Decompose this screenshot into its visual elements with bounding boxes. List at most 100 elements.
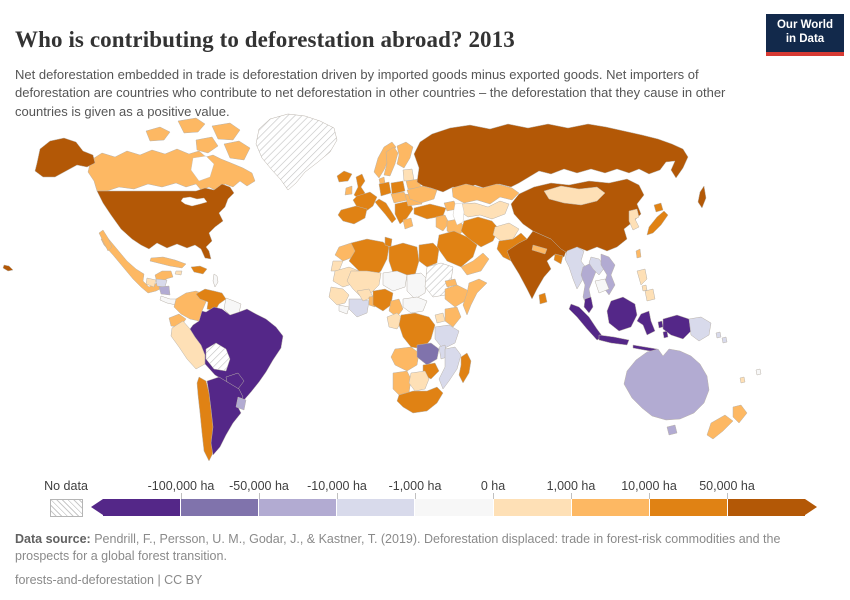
country-central-europe[interactable]: Central Europe (390, 191, 409, 204)
country-nz-north[interactable]: New Zealand (732, 404, 748, 424)
country-png[interactable]: Papua New Guinea (688, 316, 712, 342)
country-sierra-leone-liberia[interactable]: Sierra Leone & Liberia (338, 304, 350, 315)
country-sweden[interactable]: Sweden (383, 146, 399, 177)
country-uk[interactable]: United Kingdom (353, 173, 366, 200)
legend-bin-8[interactable] (727, 499, 805, 516)
legend-bin-4[interactable] (415, 499, 494, 516)
country-moluccas-2[interactable]: Indonesia (662, 330, 669, 339)
country-russia[interactable]: Russia (413, 123, 689, 193)
legend-bin-3[interactable] (337, 499, 416, 516)
country-philippines-luzon[interactable]: Philippines (636, 268, 648, 286)
country-arctic-2[interactable]: Canada (177, 117, 206, 134)
country-west-papua[interactable]: Indonesia (Papua) (662, 314, 692, 340)
country-ivory-coast-ghana[interactable]: Côte d'Ivoire & Ghana (348, 298, 370, 318)
country-kazakhstan[interactable]: Kazakhstan (451, 183, 520, 205)
country-lesser-antilles[interactable]: Lesser Antilles (212, 273, 219, 288)
country-iceland[interactable]: Iceland (336, 170, 353, 183)
country-botswana[interactable]: Botswana (408, 370, 430, 392)
country-philippines-visayas[interactable]: Philippines (641, 284, 648, 292)
country-iberia[interactable]: Spain & Portugal (337, 205, 368, 225)
legend-no-data-swatch[interactable] (50, 499, 83, 517)
country-arctic-5[interactable]: Canada (223, 140, 251, 161)
country-hispaniola[interactable]: Dominican Republic & Haiti (190, 265, 208, 275)
country-madagascar[interactable]: Madagascar (458, 352, 472, 384)
country-car[interactable]: Central African Republic (402, 296, 428, 314)
country-cameroon[interactable]: Cameroon (388, 298, 404, 318)
country-algeria[interactable]: Algeria (348, 238, 390, 280)
owid-logo[interactable]: Our World in Data (766, 14, 844, 56)
country-pacific-1[interactable]: Vanuatu (739, 376, 746, 384)
country-japan-hokkaido[interactable]: Japan (653, 202, 664, 213)
license-line[interactable]: forests-and-deforestation | CC BY (15, 572, 203, 587)
legend-bin-7[interactable] (649, 499, 728, 516)
country-australia[interactable]: Australia (623, 348, 710, 421)
country-guatemala[interactable]: Guatemala (145, 277, 157, 288)
legend-bin-0[interactable] (103, 499, 182, 516)
country-nz-south[interactable]: New Zealand (706, 414, 734, 440)
country-sakhalin[interactable]: Russia (697, 185, 707, 209)
country-chad[interactable]: Chad (406, 272, 428, 300)
country-poland[interactable]: Poland (390, 180, 406, 195)
country-pacific-2[interactable]: Fiji (755, 368, 762, 376)
country-zambia[interactable]: Zambia (416, 342, 440, 366)
country-greenland[interactable]: Greenland (255, 113, 338, 191)
country-yemen-oman[interactable]: Yemen & Oman (460, 252, 490, 276)
country-bolivia[interactable]: Bolivia (205, 342, 231, 372)
country-venezuela[interactable]: Venezuela (195, 288, 227, 312)
country-argentina[interactable]: Argentina (206, 376, 244, 456)
country-germany[interactable]: Germany (378, 181, 392, 197)
country-honduras[interactable]: Honduras (155, 278, 168, 288)
country-saudi-arabia[interactable]: Saudi Arabia (436, 230, 478, 268)
country-malay-peninsula[interactable]: Malaysia (583, 296, 594, 314)
legend-bin-1[interactable] (181, 499, 260, 516)
legend-bin-2[interactable] (259, 499, 338, 516)
country-uruguay[interactable]: Uruguay (235, 396, 247, 411)
country-solomon-2[interactable]: Solomon Islands (721, 336, 728, 344)
country-baltics[interactable]: Baltic states (402, 168, 415, 182)
country-korea[interactable]: North & South Korea (628, 208, 640, 231)
country-italy[interactable]: Italy (374, 198, 397, 224)
country-levant[interactable]: Syria & Levant (435, 214, 450, 232)
country-laos[interactable]: Laos (588, 256, 606, 276)
country-java[interactable]: Indonesia (598, 334, 630, 346)
country-nicaragua[interactable]: Nicaragua (158, 285, 171, 296)
country-mozambique[interactable]: Mozambique (438, 346, 462, 390)
country-bangladesh[interactable]: Bangladesh (553, 253, 564, 265)
country-canada[interactable]: Canada (87, 148, 256, 192)
country-tasmania[interactable]: Australia (666, 424, 678, 436)
country-sulawesi[interactable]: Indonesia (636, 310, 656, 336)
country-greece[interactable]: Greece (402, 217, 414, 230)
country-angola[interactable]: Angola (390, 346, 420, 372)
country-taiwan[interactable]: Taiwan (635, 248, 642, 259)
country-arctic-3[interactable]: Canada (211, 122, 241, 141)
country-arctic-4[interactable]: Canada (195, 136, 219, 154)
country-uganda[interactable]: Uganda (434, 312, 446, 324)
country-cuba[interactable]: Cuba (149, 256, 187, 269)
country-cambodia[interactable]: Cambodia (594, 278, 610, 294)
legend-bin-5[interactable] (493, 499, 572, 516)
country-sri-lanka[interactable]: Sri Lanka (538, 292, 548, 305)
country-finland[interactable]: Finland (396, 141, 414, 169)
country-tanzania[interactable]: Tanzania (434, 324, 460, 350)
country-central-asia[interactable]: Central Asia (458, 200, 510, 220)
country-arctic-1[interactable]: Canada (145, 126, 171, 142)
country-solomon-1[interactable]: Solomon Islands (715, 331, 722, 339)
country-ireland[interactable]: Ireland (344, 185, 353, 196)
country-moluccas-1[interactable]: Indonesia (657, 320, 664, 329)
country-alaska[interactable]: United States (34, 137, 96, 178)
country-tunisia[interactable]: Tunisia (384, 236, 393, 248)
country-baja[interactable]: Mexico (98, 229, 113, 252)
country-usa[interactable]: United States (96, 183, 235, 260)
country-egypt[interactable]: Egypt (418, 242, 440, 268)
country-hawaii[interactable]: United States (2, 264, 14, 272)
country-niger[interactable]: Niger (382, 270, 408, 292)
country-china[interactable]: China (510, 178, 645, 255)
country-philippines-mindanao[interactable]: Philippines (644, 288, 656, 302)
country-borneo[interactable]: Indonesia & Malaysia (Borneo) (606, 296, 638, 332)
country-south-africa[interactable]: South Africa (396, 386, 444, 414)
country-kenya[interactable]: Kenya (444, 306, 462, 328)
country-brazil[interactable]: Brazil (189, 306, 284, 406)
country-jamaica[interactable]: Jamaica (174, 270, 183, 276)
country-mongolia[interactable]: Mongolia (543, 185, 606, 206)
country-japan-honshu[interactable]: Japan (646, 210, 669, 236)
